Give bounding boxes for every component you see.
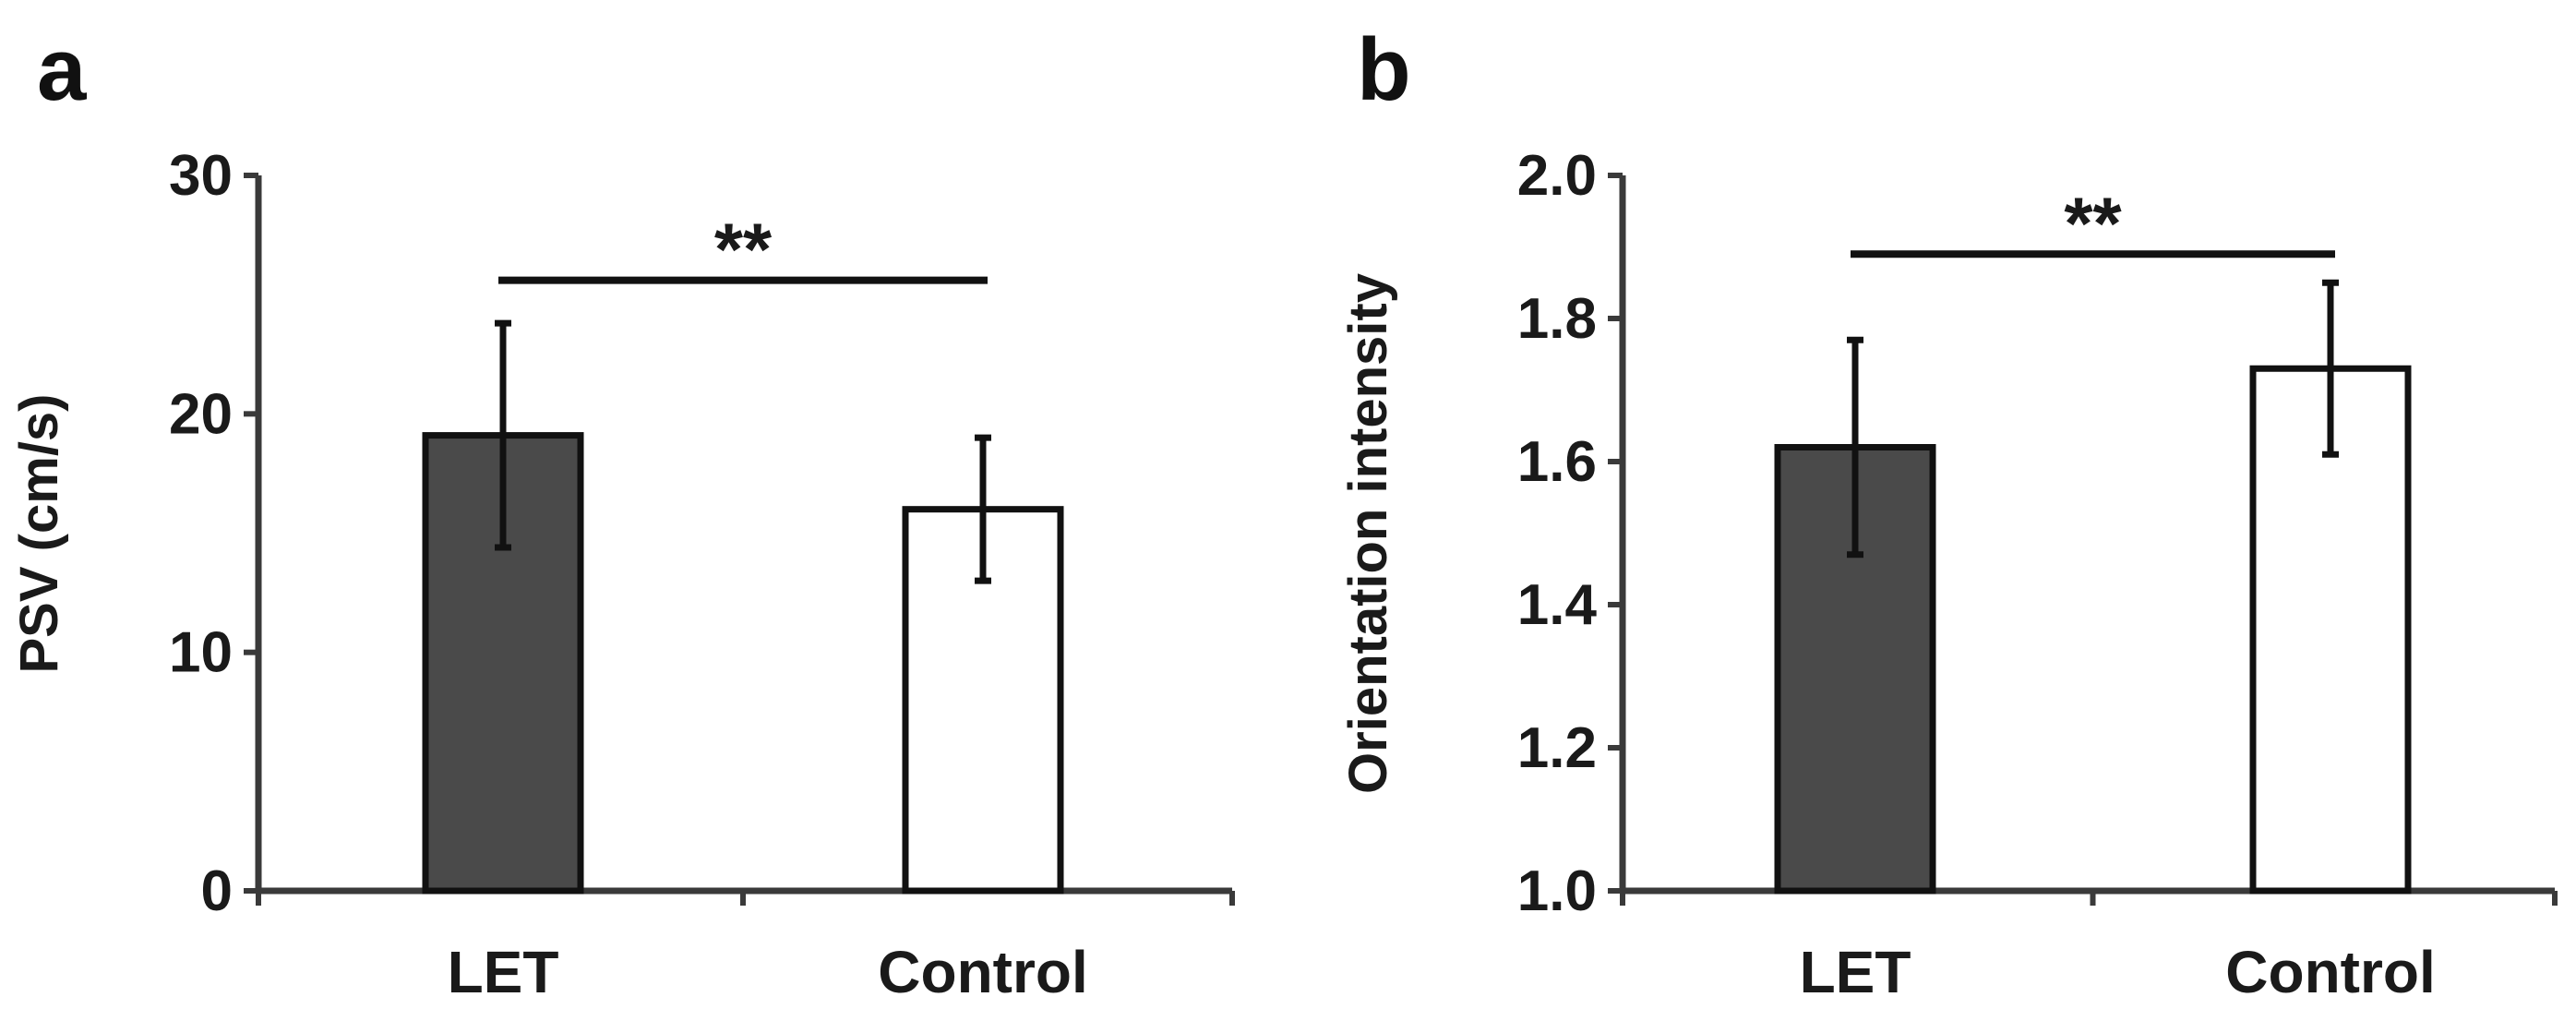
panel-a-category-label-let: LET	[448, 939, 559, 1005]
panel-a-y-tick-label: 20	[169, 382, 233, 446]
panel-a-category-label-control: Control	[878, 939, 1088, 1005]
panel-a-y-tick-label: 30	[169, 144, 233, 208]
panel-b-category-label-let: LET	[1800, 939, 1911, 1005]
panel-a: a PSV (cm/s) 0 10 20 30 LET Control **	[9, 20, 1235, 1005]
panel-b-y-tick-label: 1.2	[1517, 716, 1597, 780]
panel-a-letter: a	[37, 20, 87, 119]
panel-a-y-axis-title: PSV (cm/s)	[9, 394, 69, 674]
panel-b-y-tick-label: 2.0	[1517, 144, 1597, 208]
panel-b: b Orientation intensity 1.0 1.2 1.4 1.6 1.8 2.0…	[1338, 20, 2558, 1005]
panel-b-y-tick-label: 1.4	[1517, 573, 1598, 637]
panel-a-y-tick-label: 10	[169, 621, 233, 685]
panel-a-y-tick-label: 0	[201, 859, 233, 923]
panel-b-category-label-control: Control	[2225, 939, 2436, 1005]
panel-b-y-tick-label: 1.6	[1517, 430, 1597, 494]
panel-b-y-tick-label: 1.0	[1517, 859, 1597, 923]
panel-b-y-tick-label: 1.8	[1517, 287, 1597, 351]
panel-b-y-axis-title: Orientation intensity	[1338, 273, 1398, 794]
panel-a-significance-label: **	[714, 209, 773, 291]
panel-b-significance-label: **	[2064, 182, 2122, 264]
panel-b-letter: b	[1357, 20, 1411, 119]
